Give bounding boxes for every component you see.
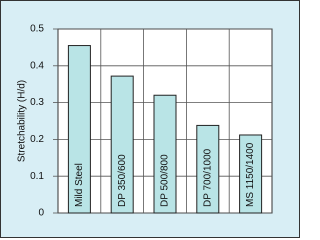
y-tick-label: 0.1	[30, 171, 44, 182]
y-tick-label: 0.5	[30, 24, 44, 35]
y-tick-label: 0.4	[30, 60, 44, 71]
category-label: DP 700/1000	[202, 148, 213, 207]
category-label: DP 350/600	[117, 154, 128, 207]
category-label: Mild Steel	[74, 163, 85, 207]
category-label: DP 500/800	[160, 154, 171, 207]
chart: Stretchability (H/d) 0 0.1 0.2 0.3 0.4 0.5 Mil…	[0, 0, 300, 238]
bar	[239, 134, 263, 214]
bar	[110, 75, 134, 214]
bar	[153, 94, 177, 214]
y-tick-label: 0	[38, 208, 44, 219]
bar	[196, 124, 220, 214]
category-label: MS 1150/1400	[245, 142, 256, 207]
y-tick-label: 0.2	[30, 134, 44, 145]
y-axis-label: Stretchability (H/d)	[17, 80, 28, 162]
y-tick-label: 0.3	[30, 97, 44, 108]
bar	[67, 45, 91, 214]
